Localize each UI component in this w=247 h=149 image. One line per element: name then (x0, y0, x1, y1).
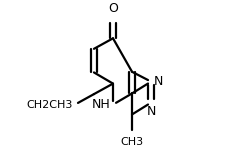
Text: NH: NH (92, 98, 110, 111)
Text: CH2CH3: CH2CH3 (26, 100, 72, 110)
Text: CH3: CH3 (121, 137, 144, 147)
Text: O: O (108, 2, 118, 15)
Text: N: N (154, 75, 163, 88)
Text: N: N (146, 105, 156, 118)
